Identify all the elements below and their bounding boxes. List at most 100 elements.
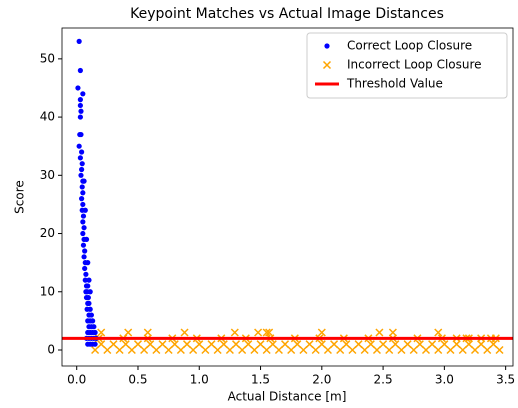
data-point xyxy=(79,184,85,190)
data-point xyxy=(85,260,91,266)
data-point xyxy=(86,277,92,283)
data-point xyxy=(360,345,369,355)
data-point xyxy=(82,277,88,283)
y-tick-label: 50 xyxy=(40,51,55,65)
data-point xyxy=(109,340,118,349)
data-point xyxy=(79,166,85,173)
data-point xyxy=(391,340,400,349)
data-point xyxy=(409,345,418,355)
data-point xyxy=(75,85,81,91)
data-point xyxy=(78,108,84,114)
data-point xyxy=(97,328,106,337)
data-point xyxy=(83,271,89,277)
data-point xyxy=(87,289,93,295)
data-point xyxy=(470,345,480,355)
data-point xyxy=(434,328,443,337)
plot-frame xyxy=(61,27,514,367)
data-point xyxy=(180,328,189,337)
data-point xyxy=(428,340,437,349)
y-tick-label: 10 xyxy=(40,284,55,298)
data-point xyxy=(79,161,85,167)
data-point xyxy=(281,340,290,349)
data-point xyxy=(91,324,97,330)
data-point xyxy=(92,341,98,347)
data-point xyxy=(81,254,87,260)
y-tick-label: 30 xyxy=(40,168,55,182)
legend-box xyxy=(306,32,508,99)
data-point xyxy=(207,340,216,349)
data-point xyxy=(311,345,320,355)
data-point xyxy=(256,340,265,349)
data-point xyxy=(379,340,388,349)
data-point xyxy=(262,345,271,355)
data-point xyxy=(158,340,167,349)
data-point xyxy=(77,114,83,120)
data-point xyxy=(268,340,277,349)
chart-title: Keypoint Matches vs Actual Image Distanc… xyxy=(130,6,444,22)
data-point xyxy=(265,328,274,337)
data-point xyxy=(79,149,85,155)
data-point xyxy=(348,345,357,355)
data-point xyxy=(231,340,241,349)
legend-label: Correct Loop Closure xyxy=(347,39,472,53)
x-tick-label: 1.5 xyxy=(251,373,270,387)
data-point xyxy=(124,328,133,337)
data-point xyxy=(143,328,152,337)
data-point xyxy=(82,248,88,254)
x-tick-label: 2.0 xyxy=(312,373,331,387)
data-point xyxy=(82,207,88,213)
data-point xyxy=(230,328,239,337)
data-point xyxy=(305,340,314,349)
data-point xyxy=(88,312,95,318)
x-tick-label: 0.0 xyxy=(67,373,86,387)
data-point xyxy=(299,345,308,355)
data-point xyxy=(77,155,83,161)
data-point xyxy=(397,345,406,355)
data-point xyxy=(495,345,504,355)
data-point xyxy=(440,340,449,349)
data-point xyxy=(489,340,498,349)
data-point xyxy=(225,345,234,355)
data-point xyxy=(372,345,381,355)
data-point xyxy=(164,345,173,355)
data-point xyxy=(403,340,412,349)
data-point xyxy=(84,306,90,312)
x-tick-label: 0.5 xyxy=(128,373,147,387)
data-point xyxy=(170,340,179,349)
data-point xyxy=(293,340,302,349)
data-point xyxy=(81,178,87,184)
data-point xyxy=(262,328,271,337)
data-point xyxy=(464,340,473,349)
data-point xyxy=(103,345,112,355)
data-point xyxy=(189,345,198,355)
data-point xyxy=(77,67,83,74)
data-point xyxy=(446,345,455,355)
y-tick-label: 0 xyxy=(47,342,55,356)
legend: Correct Loop Closure Incorrect Loop Closu… xyxy=(306,32,508,99)
data-point xyxy=(250,345,259,355)
data-point xyxy=(76,38,82,44)
data-point xyxy=(336,345,345,355)
data-point xyxy=(80,201,86,208)
data-point xyxy=(195,340,204,349)
data-point xyxy=(323,345,332,355)
legend-marker xyxy=(324,43,330,49)
data-point xyxy=(77,97,83,103)
legend-label: Incorrect Loop Closure xyxy=(347,58,482,72)
data-point xyxy=(79,196,85,202)
x-axis-label: Actual Distance [m] xyxy=(228,390,347,404)
y-tick-label: 40 xyxy=(40,110,55,124)
data-point xyxy=(85,283,91,289)
y-tick-label: 20 xyxy=(40,226,55,240)
data-point xyxy=(375,328,384,337)
data-point xyxy=(80,219,86,225)
data-point xyxy=(82,265,88,272)
data-point xyxy=(78,172,84,178)
data-point xyxy=(254,328,263,337)
data-point xyxy=(92,329,98,336)
data-point xyxy=(182,340,192,349)
data-point xyxy=(90,318,96,324)
data-point xyxy=(388,328,397,337)
data-point xyxy=(91,345,100,355)
